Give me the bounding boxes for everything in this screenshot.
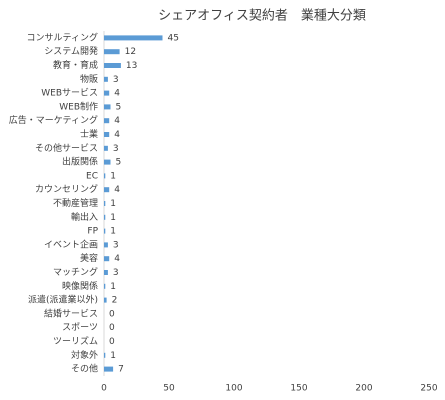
bar: [104, 270, 108, 275]
y-tick-label: WEB制作: [59, 100, 98, 112]
chart-title: シェアオフィス契約者 業種大分類: [158, 8, 366, 24]
bar: [104, 63, 121, 68]
data-label: 0: [109, 323, 115, 333]
data-label: 4: [114, 116, 120, 126]
y-tick-label: 輸出入: [71, 211, 98, 223]
y-tick-label: 出版関係: [62, 156, 98, 168]
bar: [104, 104, 111, 110]
data-label: 4: [114, 130, 120, 140]
data-label: 4: [114, 254, 120, 264]
data-label: 5: [116, 102, 122, 112]
data-label: 4: [114, 185, 120, 195]
y-tick-label: 結婚サービス: [44, 307, 98, 319]
bar: [104, 366, 114, 372]
y-tick-label: 物販: [80, 73, 98, 85]
bar: [104, 132, 110, 137]
data-label: 12: [125, 47, 136, 57]
data-label: 1: [110, 199, 116, 209]
y-tick-label: 映像関係: [62, 280, 98, 292]
y-tick-label: コンサルティング: [27, 31, 98, 43]
y-tick-label: カウンセリング: [35, 183, 98, 195]
y-tick-label: 不動産管理: [53, 197, 98, 209]
data-label: 1: [110, 351, 116, 361]
y-tick-label: WEBサービス: [41, 88, 98, 99]
bar: [104, 173, 106, 179]
bar: [104, 35, 163, 41]
y-tick-label: 美容: [80, 252, 98, 264]
bar: [104, 228, 106, 234]
y-tick-label: その他: [71, 363, 98, 375]
y-tick-label: システム開発: [44, 45, 98, 57]
bar: [104, 145, 108, 151]
bar: [104, 256, 110, 262]
data-label: 0: [109, 337, 115, 347]
y-tick-label: 対象外: [71, 349, 98, 361]
y-tick-label: その他サービス: [35, 142, 98, 154]
x-tick-label: 150: [290, 384, 307, 394]
bar: [104, 76, 108, 82]
bar: [104, 283, 106, 289]
y-tick-label: スポーツ: [62, 322, 98, 333]
data-label: 45: [168, 33, 179, 43]
bar: [104, 201, 106, 206]
bar: [104, 49, 120, 55]
data-label: 2: [112, 296, 118, 306]
y-tick-label: 派遣(派遣業以外): [28, 294, 98, 306]
y-tick-label: 士業: [80, 128, 98, 140]
bar: [104, 352, 106, 358]
bar: [104, 214, 106, 220]
bar: [104, 159, 111, 165]
bar: [104, 118, 110, 124]
x-tick-label: 100: [225, 384, 242, 394]
data-label: 1: [110, 227, 116, 237]
y-tick-label: イベント企画: [44, 238, 98, 250]
y-tick-label: EC: [86, 171, 98, 181]
x-tick-label: 200: [355, 384, 372, 394]
data-label: 4: [114, 89, 120, 99]
data-label: 13: [126, 61, 137, 71]
data-label: 3: [113, 240, 119, 250]
bar: [104, 90, 110, 96]
bar: [104, 297, 107, 303]
y-tick-label: 広告・マーケティング: [9, 114, 98, 126]
data-label: 1: [110, 171, 116, 181]
x-tick-label: 250: [420, 384, 437, 394]
x-tick-label: 0: [101, 384, 107, 394]
data-label: 7: [118, 365, 124, 375]
bar: [104, 242, 108, 248]
data-label: 3: [113, 75, 119, 85]
y-tick-label: ツーリズム: [53, 335, 98, 347]
data-label: 5: [116, 158, 122, 168]
bar: [104, 187, 110, 193]
x-tick-label: 50: [163, 384, 175, 394]
data-label: 0: [109, 309, 115, 319]
data-label: 1: [110, 213, 116, 223]
data-label: 1: [110, 282, 116, 292]
y-tick-label: 教育・育成: [53, 59, 98, 71]
y-tick-label: マッチング: [53, 266, 98, 278]
y-tick-label: FP: [87, 227, 98, 237]
data-label: 3: [113, 268, 119, 278]
data-label: 3: [113, 144, 119, 154]
